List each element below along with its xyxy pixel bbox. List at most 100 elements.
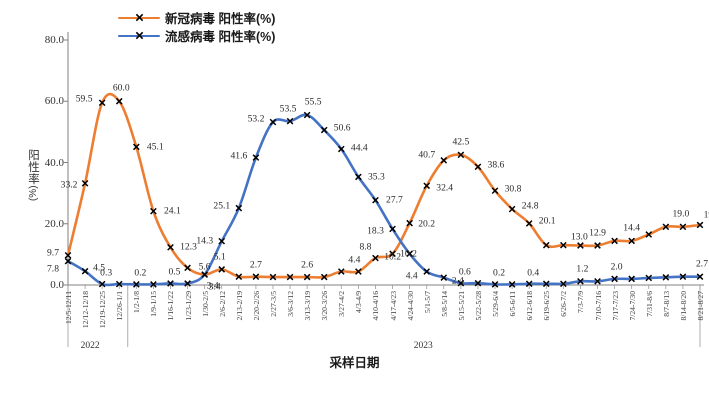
value-label: 20.2 [418,218,436,230]
value-label: 40.7 [418,149,436,161]
x-tick-0: 12/5-12/11 [64,291,73,325]
value-label: 27.7 [386,194,403,206]
x-tick-17: 4/3-4/9 [354,291,364,313]
data-point-marker [98,280,106,288]
x-tick-16: 3/27-4/2 [337,291,347,317]
data-point-marker [474,163,482,171]
value-label: 5.6 [198,261,211,273]
value-label: 0.3 [100,267,113,279]
x-tick-27: 6/12-6/18 [525,291,535,321]
value-label: 9.7 [47,247,59,259]
value-label: 4.4 [348,254,361,266]
x-tick-20: 4/24-4/30 [405,291,415,321]
data-point-marker [98,99,106,107]
data-point-marker [303,111,311,119]
data-point-marker [577,277,584,285]
x-tick-6: 1/16-1/22 [166,291,176,321]
value-label: 0.4 [527,267,540,279]
data-point-marker [389,225,396,233]
x-tick-3: 12/26-1/1 [115,291,125,321]
data-point-marker [372,196,379,204]
x-tick-18: 4/10-4/16 [371,291,381,321]
legend-swatch-covid [118,12,160,24]
cross-marker-icon [135,31,144,40]
x-tick-29: 6/26-7/2 [559,291,569,317]
value-label: 53.5 [279,103,297,115]
legend-label-influenza: 流感病毒 阳性率(%) [165,30,276,44]
value-label: 3.4 [208,281,221,293]
data-point-marker [440,274,448,281]
x-tick-36: 8/14-8/20 [678,291,688,321]
x-tick-30: 7/3-7/9 [576,291,586,313]
value-label: 32.4 [436,182,454,194]
data-point-marker [560,241,567,249]
x-tick-26: 6/5-6/11 [508,291,518,317]
data-point-marker [269,273,277,281]
y-axis-title-text: 阳性率 [28,150,40,187]
value-label: 41.6 [230,150,248,162]
data-point-marker [577,242,584,249]
value-label: 10.2 [384,251,402,263]
legend-item-influenza[interactable]: 流感病毒 阳性率(%) [118,28,276,44]
value-label: 44.4 [350,142,368,154]
data-point-marker [218,266,226,273]
value-label: 2.4 [451,275,464,287]
data-point-marker [508,205,516,213]
data-point-marker [423,182,431,190]
data-point-marker [286,273,294,281]
value-label: 45.1 [146,141,164,153]
value-label: 42.5 [452,136,470,148]
data-point-marker [542,241,550,249]
x-tick-25: 5/29-6/4 [491,291,501,317]
data-point-marker [611,237,618,245]
series-line-covid [66,92,702,279]
value-label: 0.6 [458,266,471,278]
value-label: 19.6 [703,209,709,221]
data-point-marker [457,151,465,159]
y-tick-0: 0.0 [50,279,64,291]
x-tick-8: 1/30-2/5 [200,291,210,317]
value-label: 2.6 [301,259,314,271]
value-label: 0.2 [134,267,147,279]
data-point-marker [406,219,413,227]
data-point-marker [150,207,157,215]
value-label: 24.8 [521,200,539,212]
data-point-marker [594,277,601,285]
data-point-marker [64,251,72,259]
data-point-marker [303,273,311,281]
value-label: 14.4 [623,222,641,234]
data-point-marker [235,273,243,281]
x-axis-title: 采样日期 [329,356,380,370]
data-point-marker [320,273,328,281]
data-point-marker [132,143,140,151]
value-label: 13.0 [570,231,588,243]
value-label: 25.1 [213,200,231,212]
data-point-marker [525,220,533,227]
legend-label-covid: 新冠病毒 阳性率(%) [165,12,276,26]
x-tick-24: 5/22-5/28 [473,291,483,321]
data-point-marker [167,280,174,287]
data-point-marker [491,281,499,288]
y-tick-3: 60.0 [44,95,64,108]
data-point-marker [81,267,89,275]
value-label: 55.5 [304,96,322,108]
x-tick-13: 3/6-3/12 [286,291,296,317]
value-label: 35.3 [367,171,385,183]
year-group-2022: 2022 [80,341,100,351]
data-point-marker [645,274,653,282]
x-tick-32: 7/17-7/23 [610,291,620,321]
data-point-marker [474,279,482,287]
data-point-marker [423,268,431,275]
data-point-marker [406,250,413,258]
data-point-marker [337,145,345,153]
data-point-marker [611,275,618,283]
value-label: 60.0 [112,82,130,94]
value-label: 59.5 [75,93,93,105]
value-label: 3.4 [206,280,219,292]
x-tick-28: 6/19-6/25 [542,291,552,321]
legend-item-covid[interactable]: 新冠病毒 阳性率(%) [118,10,276,26]
data-point-marker [389,250,396,258]
chart-legend: 新冠病毒 阳性率(%) 流感病毒 阳性率(%) [118,10,276,44]
value-label: 19.0 [672,208,690,220]
